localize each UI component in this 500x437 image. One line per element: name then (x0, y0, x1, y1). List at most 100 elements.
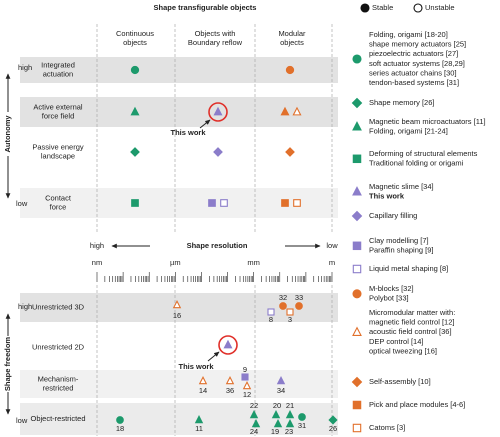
legend-text: magnetic field control [12] (369, 318, 454, 327)
marker-square (267, 308, 275, 316)
marker-square (220, 199, 228, 207)
marker-circle (298, 413, 306, 421)
marker-circle (352, 289, 362, 299)
marker-square (281, 199, 289, 207)
this-work-label: This work (178, 362, 214, 371)
reference-label: 20 (273, 401, 281, 410)
row-label: force (50, 202, 67, 211)
legend-text: Traditional folding or origami (369, 159, 464, 168)
reference-label: 14 (199, 386, 207, 395)
row-label: landscape (41, 151, 75, 160)
marker-circle (295, 302, 303, 310)
marker-triangle (271, 409, 281, 419)
marker-triangle (249, 409, 259, 419)
legend-text: Capillary filling (369, 211, 417, 220)
row-band (20, 403, 338, 435)
reference-label: 24 (250, 427, 258, 436)
axis-high: high (18, 302, 32, 311)
marker-triangle (251, 418, 261, 428)
reference-label: 23 (285, 427, 293, 436)
legend-text: This work (369, 192, 405, 201)
marker-diamond (213, 147, 223, 157)
legend-text: Folding, origami [18-20] (369, 30, 448, 39)
marker-square (352, 241, 362, 251)
row-band (20, 333, 338, 362)
marker-triangle (276, 375, 286, 385)
reference-label: 19 (271, 427, 279, 436)
legend-text: Paraffin shaping [9] (369, 246, 434, 255)
legend-text: tendon-based systems [31] (369, 78, 459, 87)
marker-triangle (280, 106, 290, 116)
marker-square (241, 373, 249, 381)
marker-triangle (225, 375, 235, 385)
marker-diamond (328, 415, 338, 425)
column-header: objects (123, 38, 147, 47)
column-header: Continuous (116, 29, 154, 38)
marker-triangle (352, 121, 362, 131)
row-label: Contact (45, 193, 72, 202)
marker-diamond (285, 147, 295, 157)
unstable-label: Unstable (425, 3, 455, 12)
legend-text: soft actuator systems [28,29] (369, 59, 465, 68)
legend-text: piezoelectric actuators [27] (369, 49, 458, 58)
row-label: restricted (43, 383, 74, 392)
legend-text: DEP control [14] (369, 337, 423, 346)
scale-unit: nm (92, 258, 102, 267)
resolution-high: high (90, 241, 104, 250)
legend-text: Folding, origami [21-24] (369, 127, 448, 136)
marker-triangle (194, 414, 204, 424)
reference-label: 31 (298, 421, 306, 430)
reference-label: 32 (279, 293, 287, 302)
row-label: Active external (33, 102, 83, 111)
legend-text: Clay modelling [7] (369, 236, 429, 245)
row-label: Integrated (41, 60, 75, 69)
marker-circle (116, 416, 124, 424)
axis-low: low (16, 199, 28, 208)
row-label: Unrestricted 3D (32, 302, 85, 311)
axis-label-bg (2, 336, 14, 392)
this-work-label: This work (170, 128, 206, 137)
axis-label-bg (2, 112, 14, 156)
marker-triangle (352, 326, 362, 336)
title: Shape transfigurable objects (154, 3, 257, 12)
marker-triangle (242, 380, 252, 390)
legend-text: Magnetic beam microactuators [11] (369, 117, 486, 126)
row-label: force field (42, 111, 75, 120)
stable-label: Stable (372, 3, 393, 12)
reference-label: 18 (116, 424, 124, 433)
resolution-low: low (326, 241, 338, 250)
legend-text: Micromodular matter with: (369, 308, 455, 317)
column-header: Objects with (195, 29, 236, 38)
marker-diamond (351, 97, 363, 109)
axis-high: high (18, 63, 32, 72)
scale-unit: µm (170, 258, 181, 267)
row-label: Unrestricted 2D (32, 342, 85, 351)
marker-triangle (273, 418, 283, 428)
reference-label: 11 (195, 424, 203, 433)
row-label: Passive energy (32, 142, 84, 151)
marker-square (293, 199, 301, 207)
marker-circle (413, 3, 423, 13)
legend-text: M-blocks [32] (369, 284, 414, 293)
marker-circle (360, 3, 370, 13)
reference-label: 3 (288, 315, 292, 324)
axis-label: Autonomy (3, 115, 12, 153)
scale-unit: m (329, 258, 335, 267)
scale-unit: mm (247, 258, 260, 267)
legend-text: Catoms [3] (369, 423, 405, 432)
pointer-arrow (207, 351, 220, 362)
reference-label: 16 (173, 311, 181, 320)
legend-text: optical tweezing [16] (369, 346, 437, 355)
row-label: Object-restricted (30, 414, 85, 423)
legend-text: Liquid metal shaping [8] (369, 264, 448, 273)
marker-triangle (130, 106, 140, 116)
marker-square (352, 264, 362, 274)
marker-triangle (223, 339, 233, 349)
pointer-arrow (199, 119, 211, 129)
column-header: Boundary reflow (188, 38, 243, 47)
legend-text: Pick and place modules [4-6] (369, 400, 465, 409)
reference-label: 8 (269, 315, 273, 324)
marker-diamond (351, 210, 363, 222)
legend-text: Polybot [33] (369, 294, 409, 303)
